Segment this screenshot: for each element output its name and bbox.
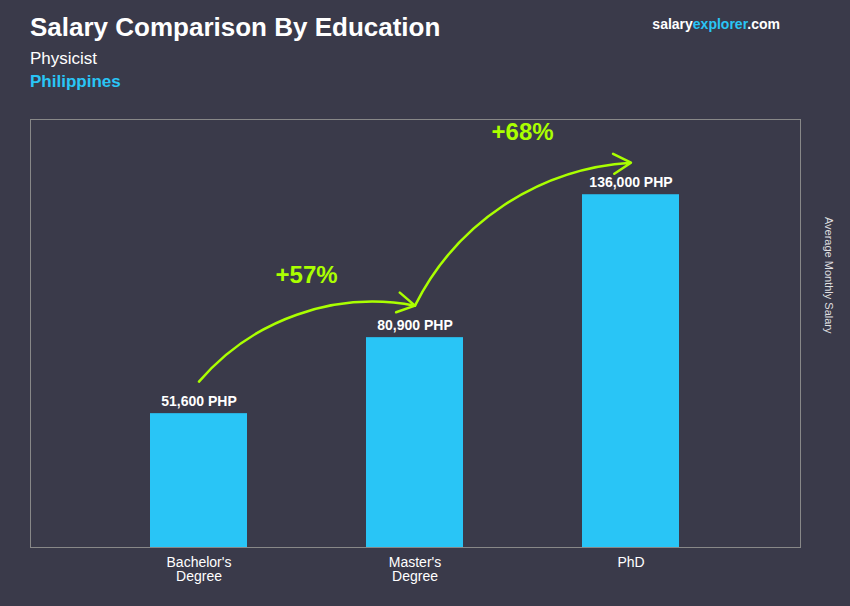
html-text:Philippines: Philippines bbox=[30, 72, 121, 91]
svg-text:Bachelor'sDegree: Bachelor'sDegree bbox=[167, 554, 232, 584]
svg-text:Master'sDegree: Master'sDegree bbox=[389, 554, 441, 584]
html-text:salary explorer.com: salary explorer.com bbox=[652, 16, 780, 32]
svg-text:Average Monthly Salary: Average Monthly Salary bbox=[823, 217, 835, 334]
svg-text:+68%: +68% bbox=[492, 118, 554, 145]
html-text:Salary Comparison By Education: Salary Comparison By Education bbox=[30, 12, 441, 42]
svg-text:PhD: PhD bbox=[617, 554, 644, 570]
svg-text:51,600 PHP: 51,600 PHP bbox=[161, 393, 237, 409]
html-text:Physicist: Physicist bbox=[30, 49, 98, 68]
svg-text:80,900 PHP: 80,900 PHP bbox=[377, 317, 453, 333]
svg-text:+57%: +57% bbox=[276, 261, 338, 288]
svg-text:136,000 PHP: 136,000 PHP bbox=[589, 174, 672, 190]
